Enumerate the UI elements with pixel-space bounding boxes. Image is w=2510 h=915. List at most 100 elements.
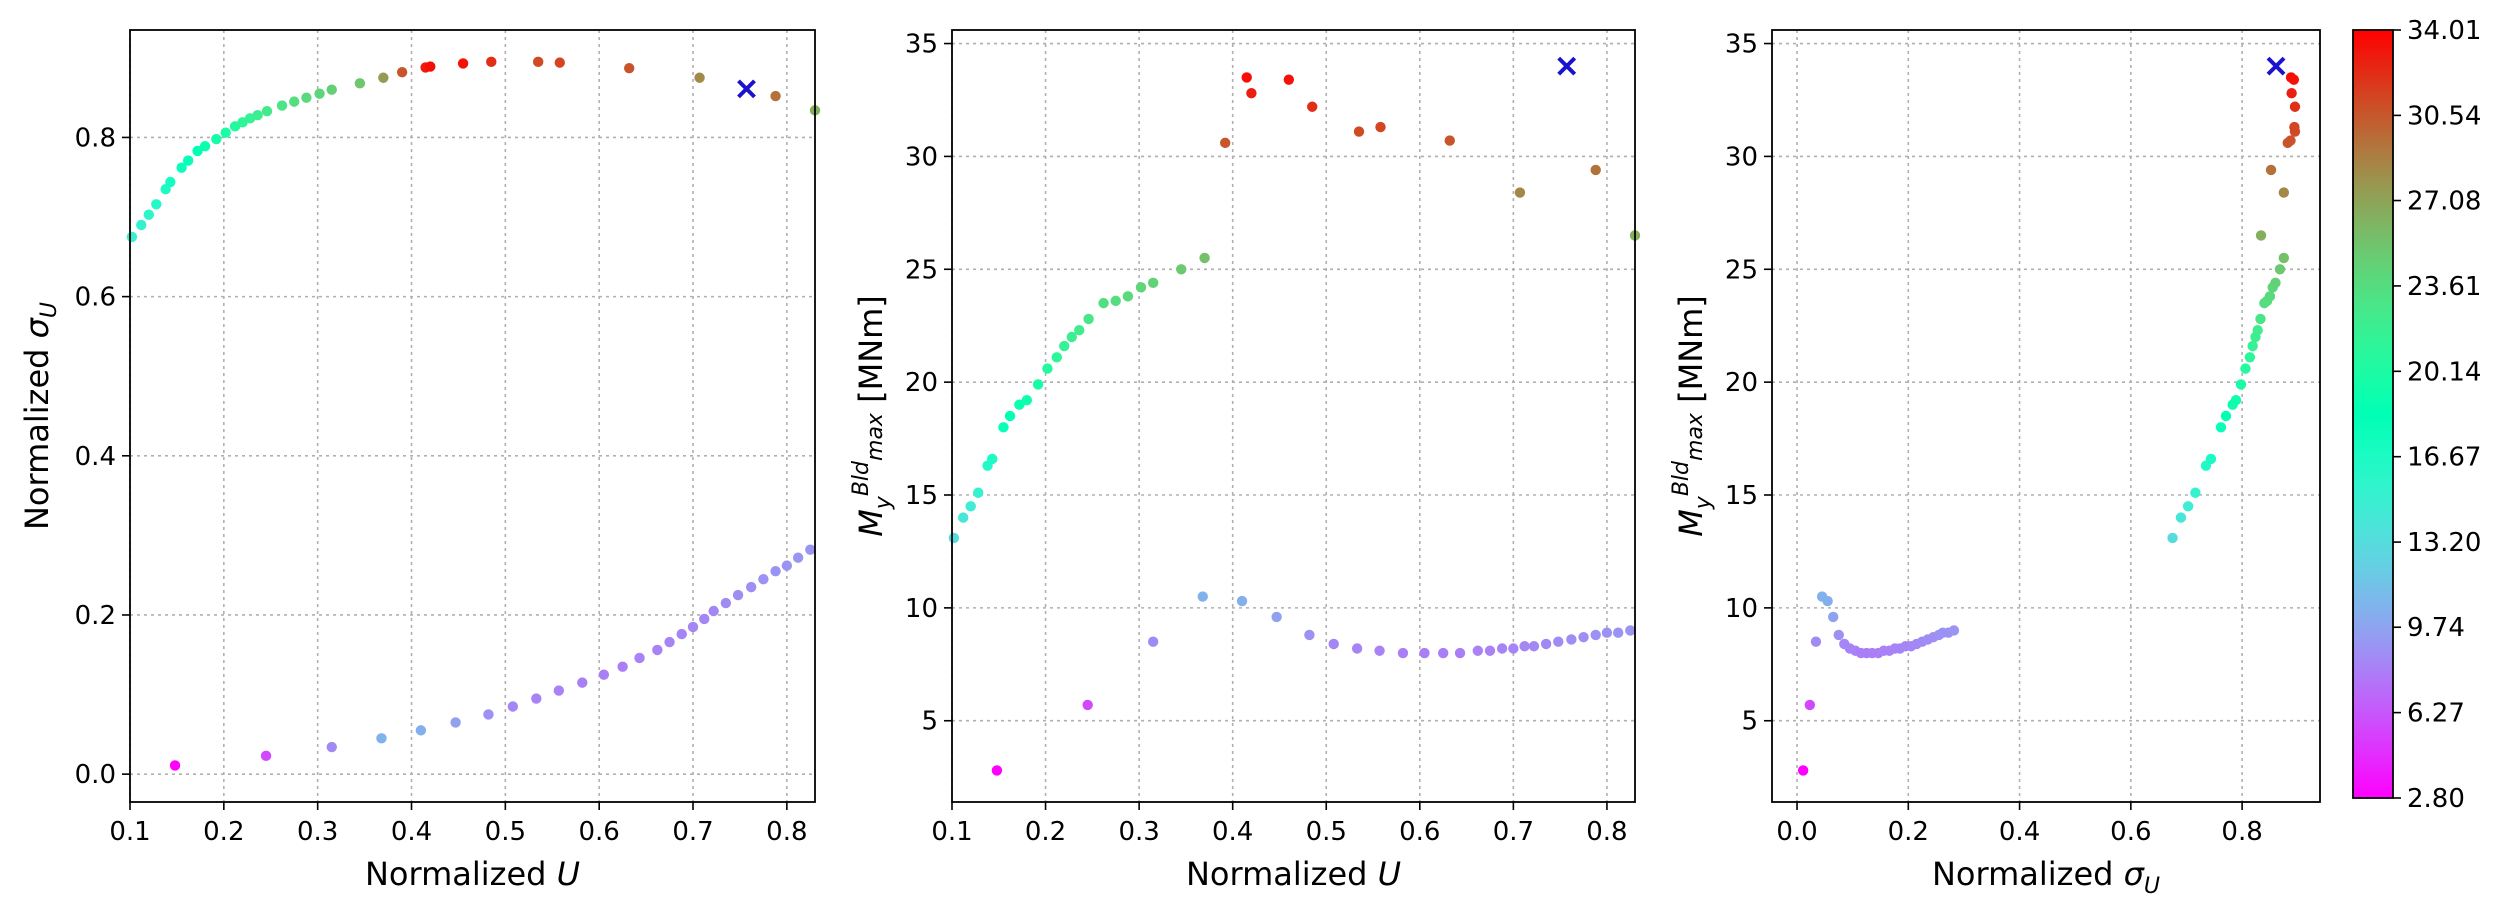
y-tick-label: 10	[905, 594, 938, 624]
x-axis-label: Normalized U	[1186, 855, 1401, 893]
scatter-point	[1147, 636, 1159, 647]
scatter-point	[1110, 295, 1121, 307]
chart-panel-sigma-vs-moment: 0.0 0.2 0.4 0.6 0.8 5 10 15 20 25 30 35 Normalized σ…	[1669, 29, 2321, 899]
scatter-point	[1514, 187, 1526, 198]
scatter-point	[1419, 647, 1430, 659]
scatter-point	[2182, 501, 2194, 512]
scatter-point	[1810, 636, 1822, 647]
scatter-point	[1271, 611, 1282, 623]
x-tick-label: 0.2	[1025, 817, 1066, 847]
optimum-marker	[2266, 56, 2286, 76]
scatter-point	[378, 72, 389, 83]
scatter-point	[1484, 645, 1496, 656]
scatter-point	[2264, 291, 2276, 302]
scatter-point	[972, 487, 984, 498]
x-tick-label: 0.5	[1306, 817, 1347, 847]
colorbar-tick-label: 34.01	[2407, 16, 2481, 46]
scatter-point	[2288, 74, 2300, 85]
scatter-point	[1236, 595, 1248, 607]
scatter-point	[1176, 264, 1187, 275]
axes-frame	[951, 29, 1636, 803]
y-tick-label: 0.6	[75, 283, 116, 313]
scatter-point	[1553, 636, 1564, 647]
x-tick-label: 0.8	[1586, 817, 1627, 847]
scatter-point	[987, 453, 998, 465]
scatter-point	[1540, 638, 1552, 650]
scatter-point	[2289, 121, 2300, 133]
scatter-point	[805, 544, 816, 555]
x-tick-label: 0.6	[578, 817, 619, 847]
axes-frame	[1771, 29, 2321, 803]
scatter-point	[1021, 394, 1033, 406]
scatter-point	[1353, 126, 1365, 137]
scatter-point	[136, 219, 147, 231]
scatter-point	[664, 636, 675, 648]
scatter-point	[1074, 325, 1085, 336]
scatter-point	[676, 628, 687, 640]
colorbar-tick-label: 30.54	[2407, 101, 2481, 131]
scatter-point	[2265, 164, 2277, 176]
scatter-point	[486, 56, 497, 68]
scatter-point	[1508, 643, 1519, 654]
x-tick-label: 0.7	[1493, 817, 1534, 847]
scatter-point	[261, 105, 273, 117]
x-tick-label: 0.4	[1212, 817, 1253, 847]
scatter-point	[1804, 699, 1816, 711]
scatter-point	[2289, 101, 2301, 112]
scatter-point	[1032, 379, 1044, 390]
scatter-point	[396, 66, 408, 78]
scatter-point	[699, 613, 710, 625]
scatter-point	[301, 92, 312, 103]
x-tick-label: 0.2	[1888, 817, 1929, 847]
y-axis-label: MyBldmax [MNm]	[1669, 295, 1716, 537]
x-tick-label: 0.6	[1399, 817, 1440, 847]
axes-frame	[129, 29, 816, 803]
scatter-point	[1220, 137, 1231, 149]
scatter-point	[732, 589, 744, 601]
chart-panel-u-vs-sigma: 0.1 0.2 0.3 0.4 0.5 0.6 0.7 0.8 0.0 0.2 0.4 0.6 0.8 N…	[18, 29, 821, 893]
colorbar-gradient	[2353, 30, 2393, 798]
scatter-point	[1283, 74, 1295, 85]
scatter-point	[720, 597, 732, 609]
scatter-point	[211, 133, 222, 145]
scatter-point	[652, 644, 663, 656]
scatter-point	[1083, 313, 1094, 325]
scatter-point	[1059, 340, 1070, 352]
x-axis-label: Normalized U	[365, 855, 580, 893]
y-tick-label: 15	[905, 481, 938, 511]
colorbar: 2.80 6.27 9.74 13.20 16.67 20.14 23.61 27.08 30.…	[2352, 16, 2481, 814]
scatter-point	[1437, 647, 1449, 659]
x-tick-label: 0.6	[2110, 817, 2151, 847]
x-tick-label: 0.1	[931, 817, 972, 847]
scatter-point	[745, 581, 757, 593]
y-tick-label: 0.8	[75, 123, 116, 153]
colorbar-tick-label: 23.61	[2407, 272, 2481, 302]
scatter-point	[1328, 638, 1339, 650]
scatter-point	[2252, 325, 2263, 336]
scatter-point	[1454, 647, 1466, 659]
scatter-point	[1374, 645, 1385, 656]
scatter-point	[326, 741, 337, 753]
scatter-point	[532, 56, 544, 68]
scatter-point	[1304, 629, 1315, 641]
scatter-point	[143, 209, 154, 220]
y-tick-label: 35	[1725, 30, 1758, 60]
y-tick-label: 10	[1725, 594, 1758, 624]
colorbar-tick-label: 13.20	[2407, 528, 2481, 558]
scatter-point	[176, 162, 187, 173]
scatter-point	[1397, 647, 1409, 659]
y-tick-label: 20	[905, 368, 938, 398]
scatter-point	[1612, 627, 1624, 638]
scatter-point	[151, 199, 162, 210]
y-tick-label: 20	[1725, 368, 1758, 398]
y-axis-label: Normalized σU	[18, 302, 62, 530]
x-tick-label: 0.8	[766, 817, 807, 847]
scatter-point	[1147, 277, 1159, 289]
y-tick-label: 5	[921, 707, 938, 737]
x-axis-label: Normalized σU	[1932, 855, 2160, 899]
scatter-point	[192, 145, 203, 157]
scatter-point	[2247, 340, 2258, 352]
y-tick-label: 35	[905, 30, 938, 60]
y-tick-label: 25	[905, 255, 938, 285]
